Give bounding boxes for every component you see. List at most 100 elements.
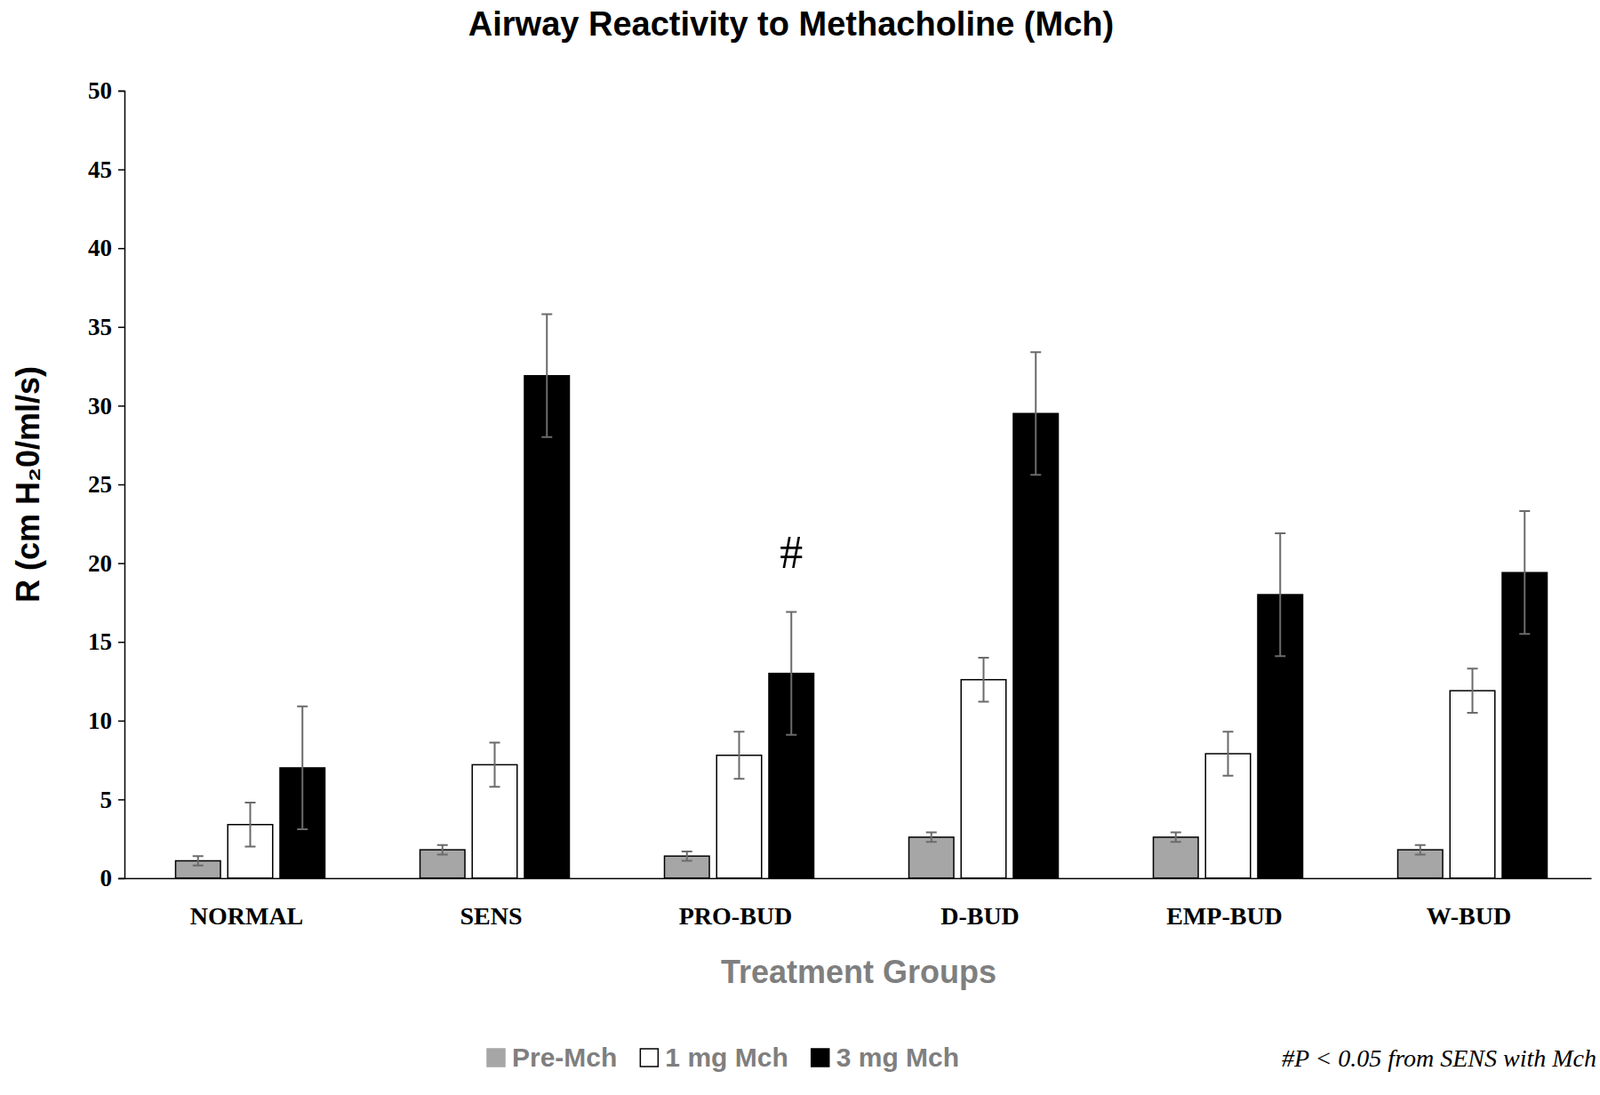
footnote: #P < 0.05 from SENS with Mch <box>1281 1044 1597 1072</box>
legend-swatch <box>640 1048 658 1067</box>
bar <box>524 376 570 879</box>
error-bar <box>1223 731 1234 776</box>
y-tick: 10 <box>88 707 125 735</box>
y-axis: 0 5 10 15 20 25 30 35 40 45 50 <box>88 77 126 892</box>
x-tick-label: W-BUD <box>1426 902 1512 930</box>
y-tick-label: 50 <box>88 77 112 104</box>
x-tick: W-BUD <box>1426 878 1512 930</box>
y-tick-mark <box>118 327 125 329</box>
error-bar-line <box>681 851 693 862</box>
legend-label: 3 mg Mch <box>836 1042 960 1072</box>
error-bar <box>1467 668 1479 713</box>
error-bar-line <box>1415 845 1426 856</box>
x-tick-label: EMP-BUD <box>1166 902 1283 930</box>
y-tick-mark <box>118 641 125 644</box>
bars <box>176 314 1548 879</box>
x-tick-label: PRO-BUD <box>679 902 793 930</box>
error-bar <box>541 314 552 438</box>
legend-item: 1 mg Mch <box>640 1042 788 1072</box>
error-bar <box>1415 845 1426 856</box>
legend-swatch <box>811 1048 830 1067</box>
series <box>227 657 1496 879</box>
bar <box>909 837 955 879</box>
y-tick: 20 <box>88 550 125 577</box>
bar <box>960 680 1007 879</box>
error-bar-line <box>489 743 501 788</box>
error-bar <box>245 802 256 848</box>
legend-swatch <box>487 1048 505 1067</box>
x-axis-line <box>125 878 1592 880</box>
error-bar <box>681 851 693 862</box>
y-tick-mark <box>118 168 125 171</box>
x-axis-title: Treatment Groups <box>720 953 997 991</box>
x-tick: NORMAL <box>190 878 304 930</box>
error-bar-line <box>785 612 797 736</box>
y-tick-label: 25 <box>88 471 112 498</box>
y-tick: 50 <box>88 77 125 104</box>
y-tick-label: 5 <box>100 786 113 814</box>
legend: Pre-Mch 1 mg Mch 3 mg Mch <box>487 1042 960 1072</box>
error-bar <box>1274 533 1286 656</box>
error-bar-line <box>1467 668 1479 713</box>
y-tick-label: 15 <box>88 628 112 656</box>
y-tick-mark <box>118 484 125 487</box>
y-tick-label: 10 <box>88 707 112 735</box>
error-bar-line <box>541 314 552 438</box>
bar <box>1153 837 1200 879</box>
y-tick-label: 20 <box>88 550 112 577</box>
error-bar <box>1030 352 1041 475</box>
y-tick-label: 0 <box>100 864 113 892</box>
error-bar <box>296 706 308 830</box>
x-tick: D-BUD <box>940 878 1020 930</box>
y-tick-mark <box>118 562 125 565</box>
y-tick: 30 <box>88 392 125 420</box>
y-tick-mark <box>118 248 125 250</box>
y-tick-label: 30 <box>88 392 112 420</box>
x-tick: SENS <box>459 878 522 930</box>
bar <box>1449 690 1496 879</box>
error-bar-line <box>192 856 204 866</box>
error-bar-line <box>734 731 745 779</box>
error-bar <box>192 856 204 866</box>
y-tick: 25 <box>88 471 125 498</box>
x-tick-label: SENS <box>459 902 522 930</box>
error-bar <box>978 657 990 703</box>
y-tick: 0 <box>100 864 126 892</box>
y-tick-label: 35 <box>88 313 112 341</box>
y-axis-line <box>118 91 126 880</box>
y-axis-title: R (cm H₂0/ml/s) <box>9 366 47 603</box>
y-tick-mark <box>118 405 125 408</box>
y-tick: 35 <box>88 313 125 341</box>
error-bar-line <box>1519 511 1530 634</box>
annotation: # <box>779 527 803 578</box>
error-bar <box>734 731 745 779</box>
y-tick-label: 45 <box>88 156 112 184</box>
y-tick-mark <box>118 878 125 880</box>
error-bar-line <box>1170 832 1182 843</box>
error-bar <box>489 743 501 788</box>
legend-item: Pre-Mch <box>487 1042 617 1072</box>
bar <box>1013 413 1059 879</box>
error-bar-line <box>245 802 256 848</box>
chart: 0 5 10 15 20 25 30 35 40 45 50 NORMAL SENS PRO-BUD D-B… <box>0 0 1600 1095</box>
error-bar <box>785 612 797 736</box>
error-bar-line <box>1030 352 1041 475</box>
y-tick: 5 <box>100 786 126 814</box>
legend-label: 1 mg Mch <box>664 1042 788 1072</box>
series <box>280 314 1548 879</box>
error-bar <box>926 832 937 843</box>
error-bar-line <box>1223 731 1234 776</box>
legend-item: 3 mg Mch <box>811 1042 960 1072</box>
plot: 0 5 10 15 20 25 30 35 40 45 50 NORMAL SENS PRO-BUD D-B… <box>88 77 1592 930</box>
error-bar-line <box>926 832 937 843</box>
error-bar <box>1170 832 1182 843</box>
y-tick-mark <box>118 799 125 801</box>
error-bar <box>1519 511 1530 634</box>
y-tick-mark <box>118 90 125 93</box>
x-axis: NORMAL SENS PRO-BUD D-BUD EMP-BUD W-BUD <box>125 878 1592 930</box>
y-tick: 40 <box>88 234 125 262</box>
x-tick: EMP-BUD <box>1166 878 1283 930</box>
y-tick-mark <box>118 720 125 723</box>
error-bar-line <box>978 657 990 703</box>
y-tick: 45 <box>88 156 125 184</box>
